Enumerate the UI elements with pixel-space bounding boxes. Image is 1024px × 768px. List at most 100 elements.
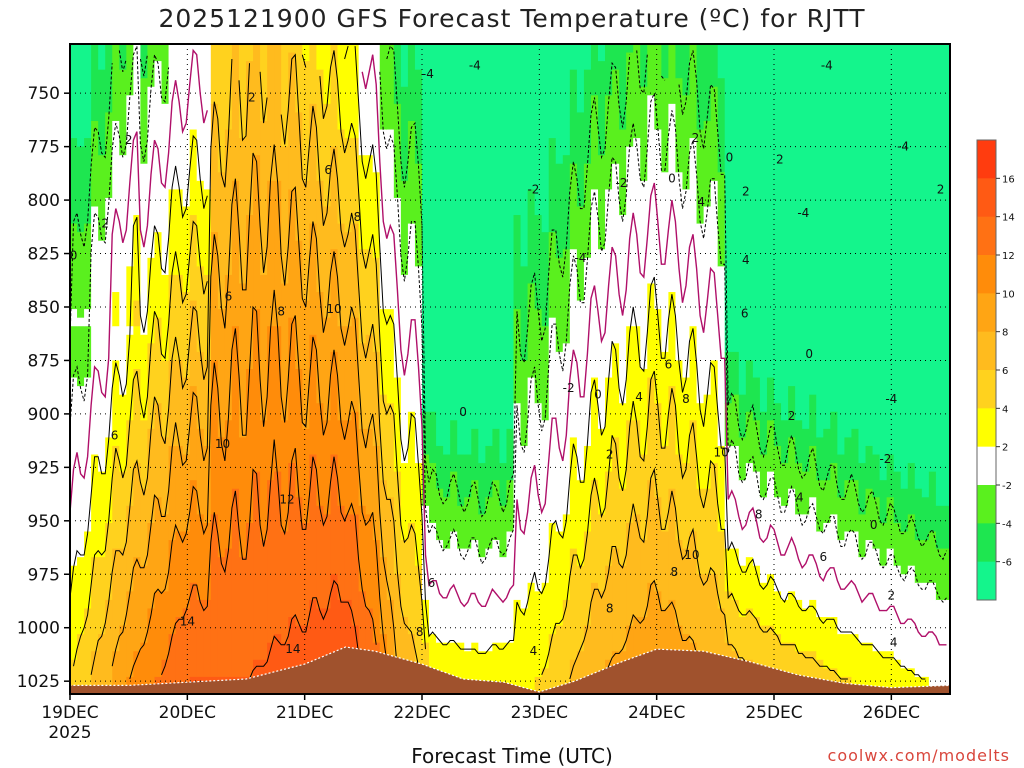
temperature-cell (576, 651, 585, 694)
temperature-cell (499, 44, 508, 464)
temperature-cell (260, 420, 268, 541)
temperature-cell (288, 617, 296, 694)
temperature-cell (844, 437, 853, 481)
temperature-cell (633, 514, 641, 618)
temperature-cell (386, 599, 395, 694)
temperature-cell (379, 44, 388, 131)
temperature-cell (541, 582, 550, 669)
temperature-cell (238, 557, 247, 678)
temperature-cell (422, 44, 430, 413)
chart-title: 2025121900 GFS Forecast Temperature (ºC)… (158, 4, 866, 33)
temperature-cell (224, 548, 233, 678)
temperature-cell (133, 44, 141, 216)
temperature-cell (506, 428, 515, 481)
temperature-cell (872, 497, 881, 550)
temperature-cell (647, 582, 655, 694)
temperature-cell (337, 420, 346, 507)
temperature-cell (668, 488, 677, 601)
contour-label: 8 (416, 625, 424, 639)
temperature-cell (900, 531, 909, 575)
temperature-cell (583, 445, 592, 533)
colorbar-label: 12 (1002, 251, 1015, 262)
temperature-cell (921, 582, 930, 678)
temperature-cell (654, 591, 662, 694)
temperature-cell (323, 44, 332, 105)
temperature-cell (105, 112, 113, 199)
temperature-cell (147, 428, 156, 524)
temperature-cell (921, 44, 930, 498)
contour-label: 8 (670, 565, 678, 579)
temperature-cell (598, 155, 606, 250)
temperature-cell (605, 44, 613, 96)
temperature-cell (112, 120, 120, 293)
contour-label: 14 (285, 642, 300, 656)
temperature-cell (400, 44, 409, 88)
temperature-cell (844, 480, 853, 533)
temperature-cell (267, 480, 275, 644)
temperature-cell (478, 514, 486, 558)
temperature-cell (724, 44, 733, 353)
contour-label: 6 (665, 358, 673, 372)
temperature-cell (429, 44, 437, 413)
temperature-cell (900, 44, 909, 490)
temperature-cell (365, 428, 374, 515)
temperature-cell (70, 44, 78, 139)
temperature-cell (513, 309, 522, 404)
temperature-cell (91, 120, 99, 208)
temperature-cell (921, 676, 930, 694)
temperature-cell (576, 565, 585, 652)
temperature-cell (457, 642, 465, 694)
temperature-cell (569, 437, 578, 550)
temperature-cell (196, 266, 205, 353)
temperature-cell (858, 463, 867, 515)
temperature-cell (119, 69, 127, 156)
temperature-cell (590, 377, 599, 481)
temperature-cell (112, 360, 120, 447)
temperature-cell (562, 599, 571, 694)
temperature-cell (844, 634, 853, 678)
temperature-cell (119, 471, 127, 550)
temperature-cell (351, 138, 360, 225)
temperature-cell (281, 531, 289, 644)
temperature-cell (640, 86, 648, 182)
temperature-cell (84, 223, 92, 310)
contour-label: 10 (215, 437, 230, 451)
temperature-cell (717, 445, 726, 533)
temperature-cell (590, 189, 599, 379)
temperature-cell (168, 274, 177, 362)
temperature-cell (774, 634, 782, 694)
contour-line (70, 48, 947, 646)
x-tick-label: 24DEC (628, 703, 685, 723)
temperature-cell (605, 471, 613, 567)
temperature-cell (91, 454, 99, 558)
y-tick-label: 850 (28, 298, 60, 318)
temperature-cell (583, 44, 592, 71)
temperature-cell (506, 44, 515, 430)
temperature-cell (309, 44, 317, 105)
temperature-cell (696, 129, 705, 225)
temperature-cell (316, 403, 325, 507)
temperature-cell (689, 531, 698, 644)
temperature-cell (626, 52, 634, 148)
temperature-cell (429, 463, 437, 524)
temperature-cell (182, 44, 191, 208)
temperature-cell (907, 514, 916, 567)
contour-label: 2 (937, 182, 945, 196)
temperature-cell (485, 497, 493, 550)
temperature-cell (598, 428, 606, 515)
x-tick-label: 23DEC (511, 703, 568, 723)
temperature-cell (661, 44, 669, 79)
temperature-cell (809, 599, 817, 652)
contour-label: 6 (428, 576, 436, 590)
temperature-cell (950, 489, 958, 541)
temperature-cell (562, 249, 571, 344)
credit-link[interactable]: coolwx.com/modelts (827, 746, 1010, 765)
temperature-cell (569, 69, 578, 165)
temperature-cell (337, 599, 346, 694)
temperature-cell (527, 189, 536, 285)
temperature-cell (112, 651, 120, 694)
contour-line (70, 45, 947, 603)
contour-label: 0 (805, 347, 813, 361)
temperature-cell (766, 625, 775, 678)
temperature-cell (238, 437, 247, 558)
